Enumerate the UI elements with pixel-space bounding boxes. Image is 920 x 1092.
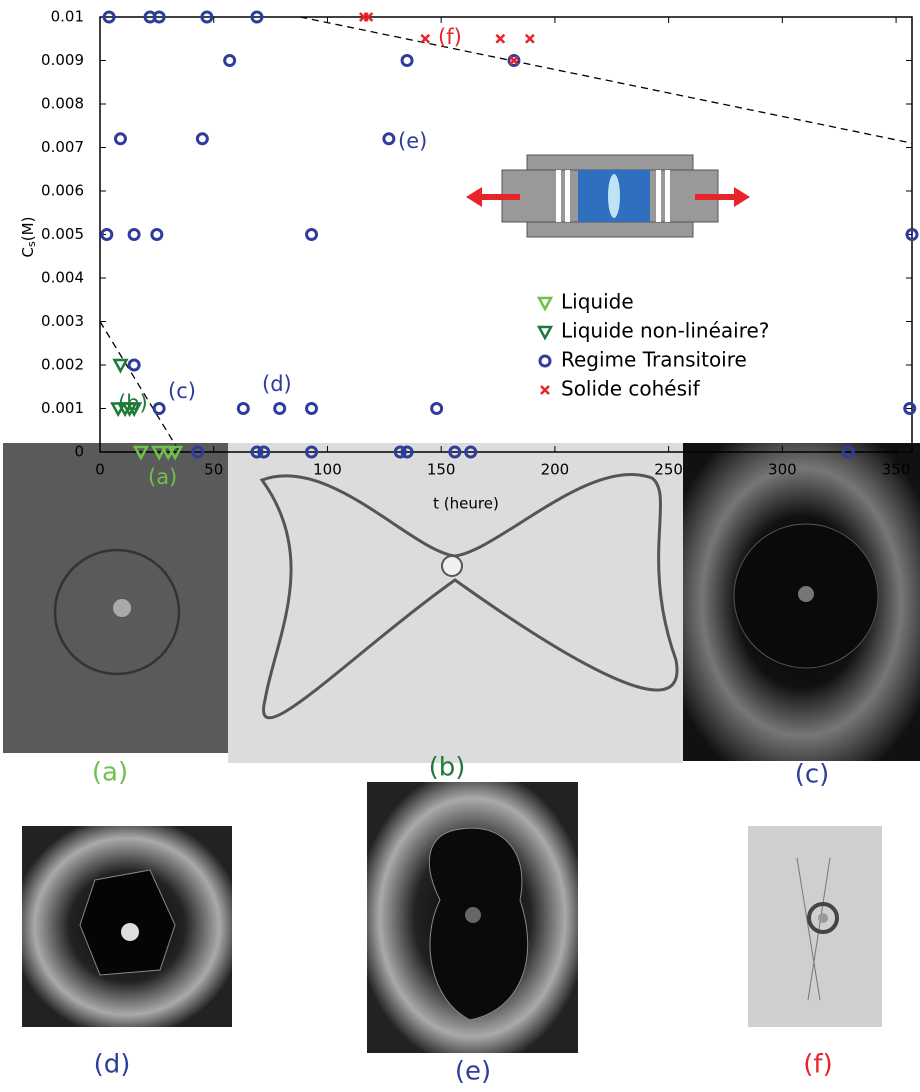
marker bbox=[393, 445, 407, 459]
photo-d bbox=[22, 826, 232, 1027]
legend-label: Liquide non-linéaire? bbox=[561, 319, 769, 343]
legend-marker bbox=[538, 354, 552, 368]
marker bbox=[905, 228, 919, 241]
marker bbox=[509, 55, 519, 66]
dashed-line bbox=[300, 16, 913, 144]
x-tick-label: 350 bbox=[882, 461, 911, 479]
annotation: (f) bbox=[438, 25, 462, 49]
photo-e bbox=[367, 782, 578, 1053]
marker bbox=[132, 445, 150, 461]
marker bbox=[305, 402, 319, 415]
marker bbox=[200, 10, 214, 24]
marker bbox=[305, 228, 319, 241]
marker bbox=[102, 10, 116, 24]
y-tick-label: 0.007 bbox=[41, 138, 84, 156]
x-tick-label: 250 bbox=[654, 461, 683, 479]
marker bbox=[100, 228, 114, 241]
marker bbox=[507, 54, 521, 67]
y-tick-label: 0.002 bbox=[41, 356, 84, 374]
annotation: (a) bbox=[148, 465, 177, 489]
marker bbox=[250, 445, 264, 459]
marker bbox=[420, 33, 431, 44]
x-tick-label: 100 bbox=[313, 461, 342, 479]
marker bbox=[495, 33, 506, 44]
x-tick-label: 300 bbox=[768, 461, 797, 479]
legend-label: Liquide bbox=[561, 290, 634, 314]
marker bbox=[363, 12, 374, 22]
marker bbox=[127, 358, 141, 372]
marker bbox=[151, 445, 168, 461]
photo-a bbox=[3, 443, 228, 753]
y-tick-label: 0.004 bbox=[41, 269, 84, 287]
marker bbox=[448, 445, 462, 459]
y-tick-label: 0.006 bbox=[41, 182, 84, 200]
marker bbox=[166, 445, 184, 461]
marker bbox=[113, 132, 127, 146]
marker bbox=[430, 402, 444, 415]
y-tick-label: 0.001 bbox=[41, 399, 84, 417]
plot-frame bbox=[99, 16, 913, 453]
marker bbox=[195, 132, 209, 146]
panel-caption: (d) bbox=[94, 1050, 131, 1080]
marker bbox=[191, 445, 205, 459]
panel-caption: (a) bbox=[92, 758, 128, 788]
legend-marker bbox=[536, 325, 554, 341]
y-tick-label: 0.005 bbox=[41, 225, 84, 243]
marker bbox=[400, 445, 414, 459]
annotation: (c) bbox=[168, 379, 196, 403]
y-tick-label: 0.003 bbox=[41, 312, 84, 330]
x-tick-label: 0 bbox=[95, 461, 105, 479]
marker bbox=[127, 228, 141, 241]
marker bbox=[126, 402, 143, 418]
marker bbox=[382, 132, 396, 146]
inset-diagram bbox=[466, 154, 750, 238]
marker bbox=[903, 402, 917, 415]
x-tick-label: 200 bbox=[541, 461, 570, 479]
legend-marker bbox=[536, 296, 554, 312]
panel-caption: (c) bbox=[795, 760, 830, 790]
marker bbox=[464, 445, 478, 459]
marker bbox=[841, 445, 855, 459]
marker bbox=[257, 445, 271, 459]
x-axis-label: t (heure) bbox=[433, 495, 499, 513]
marker bbox=[152, 10, 166, 24]
y-axis-label-part: (M) bbox=[19, 217, 37, 242]
y-tick-label: 0.01 bbox=[51, 8, 84, 26]
panel-caption: (e) bbox=[455, 1057, 491, 1087]
annotation: (e) bbox=[398, 129, 427, 153]
y-axis-label-part: C bbox=[19, 247, 37, 257]
marker bbox=[112, 358, 129, 374]
marker bbox=[223, 54, 237, 67]
y-tick-label: 0 bbox=[74, 443, 84, 461]
marker bbox=[400, 54, 414, 67]
y-axis-label: Cs(M) bbox=[19, 217, 39, 258]
marker bbox=[152, 402, 166, 415]
marker bbox=[305, 445, 319, 459]
marker bbox=[524, 33, 535, 44]
x-tick-label: 50 bbox=[204, 461, 223, 479]
dashed-line bbox=[99, 321, 181, 453]
annotation: (d) bbox=[262, 372, 292, 396]
annotation: (b) bbox=[118, 391, 148, 415]
legend-marker bbox=[540, 385, 550, 395]
legend-label: Regime Transitoire bbox=[561, 348, 747, 372]
marker bbox=[150, 228, 164, 241]
y-axis-label-part: s bbox=[25, 241, 38, 247]
panel-caption: (f) bbox=[803, 1050, 832, 1080]
marker bbox=[273, 402, 287, 415]
y-tick-label: 0.008 bbox=[41, 95, 84, 113]
photo-f bbox=[748, 826, 882, 1027]
marker bbox=[250, 10, 264, 24]
legend-label: Solide cohésif bbox=[561, 377, 701, 401]
panel-caption: (b) bbox=[429, 753, 466, 783]
x-tick-label: 150 bbox=[427, 461, 456, 479]
photo-c bbox=[683, 443, 920, 761]
y-tick-label: 0.009 bbox=[41, 51, 84, 69]
marker bbox=[236, 402, 250, 415]
photo-b bbox=[228, 443, 683, 763]
